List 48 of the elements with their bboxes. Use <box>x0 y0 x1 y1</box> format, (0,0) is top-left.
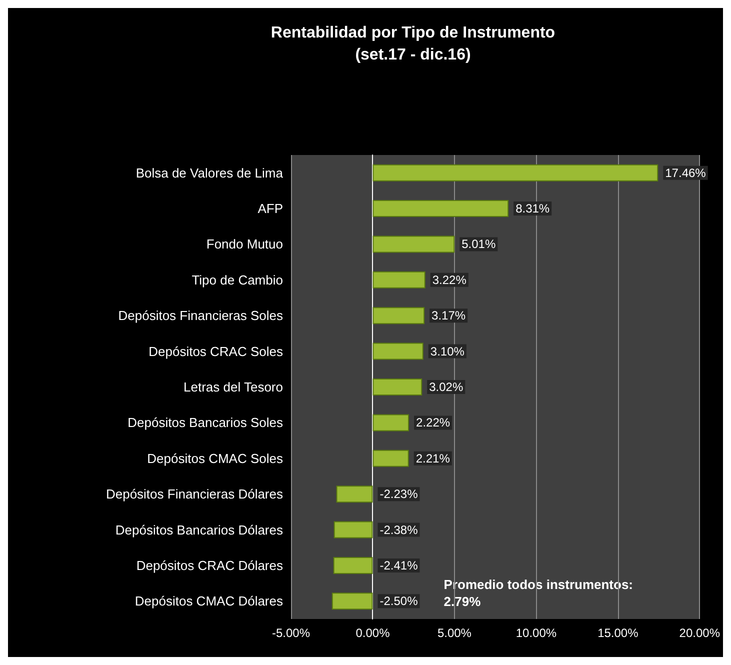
bar <box>372 200 509 218</box>
x-tick-label: 15.00% <box>598 626 639 640</box>
bar <box>333 556 373 574</box>
bar <box>372 164 658 182</box>
y-tick-label: Fondo Mutuo <box>206 236 283 252</box>
data-label: 3.10% <box>430 344 465 358</box>
x-tick-label: 0.00% <box>356 626 390 640</box>
bar <box>372 342 424 360</box>
y-tick-label: Depósitos Financieras Dólares <box>106 486 284 502</box>
data-label: 3.02% <box>429 380 464 394</box>
data-label: -2.41% <box>380 558 418 572</box>
data-label: -2.50% <box>380 594 418 608</box>
x-tick-label: 5.00% <box>437 626 472 640</box>
y-tick-label: AFP <box>258 201 283 216</box>
y-tick-label: Tipo de Cambio <box>192 272 283 288</box>
data-label: 8.31% <box>516 202 550 216</box>
bar <box>332 592 373 610</box>
data-label: 2.22% <box>416 416 450 430</box>
y-tick-label: Depósitos CRAC Dólares <box>136 558 284 573</box>
bar <box>334 521 373 538</box>
y-tick-label: Letras del Tesoro <box>184 380 283 394</box>
data-label: 3.22% <box>432 272 467 287</box>
bar <box>372 378 422 396</box>
annotation: Promedio todos instrumentos: 2.79% <box>444 577 634 609</box>
data-label: 5.01% <box>462 237 496 252</box>
y-tick-label: Depósitos Bancarios Soles <box>128 415 284 430</box>
data-label: 2.21% <box>416 451 450 466</box>
y-tick-label: Depósitos Bancarios Dólares <box>115 522 284 538</box>
data-label: -2.38% <box>380 522 418 537</box>
bar <box>372 450 409 467</box>
data-label: 3.17% <box>432 308 466 323</box>
bar <box>372 271 426 288</box>
x-tick-label: 20.00% <box>679 626 720 640</box>
y-tick-label: Depósitos CMAC Soles <box>147 450 284 466</box>
y-tick-label: Depósitos CRAC Soles <box>148 344 284 359</box>
data-label: -2.23% <box>380 487 418 502</box>
x-tick-label: 10.00% <box>516 626 557 640</box>
bar <box>372 236 455 253</box>
y-tick-label: Bolsa de Valores de Lima <box>136 165 284 180</box>
y-tick-label: Depósitos CMAC Dólares <box>134 594 284 609</box>
chart-subtitle: (set.17 - dic.16) <box>355 46 471 64</box>
bar <box>372 307 425 324</box>
chart-title: Rentabilidad por Tipo de Instrumento <box>270 24 556 42</box>
bar <box>372 414 410 432</box>
bar <box>336 486 373 503</box>
data-label: 17.46% <box>665 166 706 180</box>
x-tick-label: -5.00% <box>272 626 310 640</box>
y-tick-label: Depósitos Financieras Soles <box>118 308 284 324</box>
